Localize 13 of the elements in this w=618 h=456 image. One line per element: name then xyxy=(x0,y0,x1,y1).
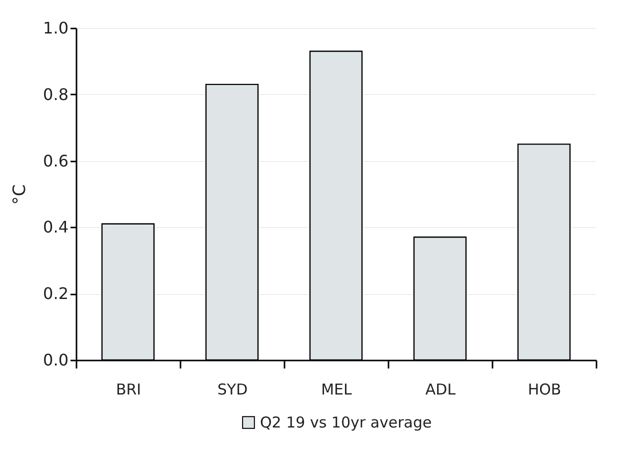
x-tick-label: HOB xyxy=(528,380,562,398)
x-tick-label: ADL xyxy=(425,380,456,398)
y-tick-label: 0.2 xyxy=(43,284,68,304)
y-tick-label: 0.6 xyxy=(43,151,68,170)
y-tick-label: 1.0 xyxy=(43,18,68,38)
x-tick-label: SYD xyxy=(217,380,248,398)
legend-label: Q2 19 vs 10yr average xyxy=(260,414,432,432)
y-tick-label: 0.8 xyxy=(43,84,68,104)
y-tick-label: 0.0 xyxy=(43,350,68,370)
y-tick-label: 0.4 xyxy=(43,218,68,237)
y-axis-title: °C xyxy=(10,184,30,205)
x-tick-label: MEL xyxy=(321,380,353,398)
x-tick-label: BRI xyxy=(116,380,142,398)
